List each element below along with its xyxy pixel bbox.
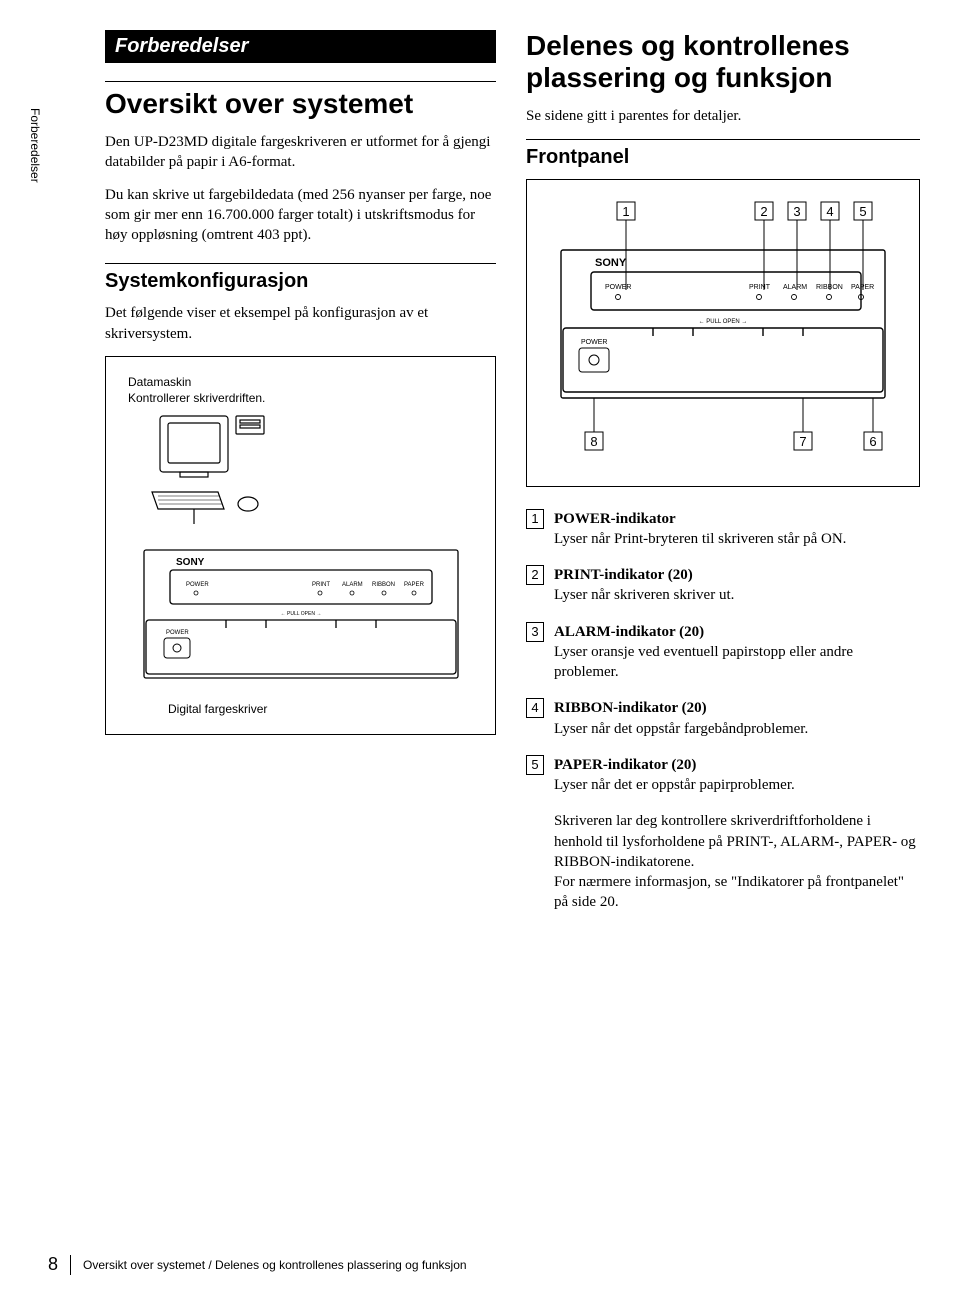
divider: [105, 81, 496, 82]
computer-icon: [150, 414, 300, 524]
callout-5: 5: [859, 204, 866, 219]
left-column: Forberedelser Oversikt over systemet Den…: [105, 30, 496, 925]
indicator-body: PRINT-indikator (20) Lyser når skriveren…: [554, 565, 920, 606]
fp-power2: POWER: [581, 339, 607, 346]
intro-paragraph-1: Den UP-D23MD digitale fargeskriveren er …: [105, 132, 496, 173]
indicator-desc: Lyser oransje ved eventuell papirstopp e…: [554, 644, 853, 680]
frontpanel-diagram: 1 2 3 4 5: [543, 200, 903, 470]
indicator-title: ALARM-indikator (20): [554, 624, 704, 640]
systemkonfig-paragraph: Det følgende viser et eksempel på konfig…: [105, 303, 496, 344]
paper-label: PAPER: [404, 582, 425, 588]
fp-alarm: ALARM: [783, 284, 807, 291]
indicator-item: 3 ALARM-indikator (20) Lyser oransje ved…: [526, 622, 920, 683]
printer-caption: Digital fargeskriver: [168, 702, 473, 716]
indicator-number: 2: [526, 565, 544, 585]
indicator-title: POWER-indikator: [554, 511, 676, 527]
callout-1: 1: [622, 204, 629, 219]
page-footer: 8 Oversikt over systemet / Delenes og ko…: [48, 1254, 467, 1275]
printer-diagram-small: SONY POWER PRINT ALARM RIBBON PAPER ← PU…: [136, 542, 466, 692]
indicator-title: PRINT-indikator (20): [554, 567, 693, 583]
frontpanel-figure: 1 2 3 4 5: [526, 179, 920, 487]
section-banner: Forberedelser: [105, 30, 496, 63]
footer-text: Oversikt over systemet / Delenes og kont…: [83, 1258, 467, 1272]
indicator-footnote: Skriveren lar deg kontrollere skriverdri…: [554, 811, 920, 912]
indicator-desc: Lyser når Print-bryteren til skriveren s…: [554, 531, 846, 547]
callout-3: 3: [793, 204, 800, 219]
ribbon-label: RIBBON: [372, 582, 395, 588]
caption-line-2: Kontrollerer skriverdriften.: [128, 391, 265, 405]
divider: [526, 139, 920, 140]
fp-print: PRINT: [749, 284, 771, 291]
indicator-desc: Lyser når det er oppstår papirproblemer.: [554, 777, 795, 793]
print-label: PRINT: [312, 582, 330, 588]
pull-open-label: ← PULL OPEN →: [280, 611, 321, 617]
indicator-number: 5: [526, 755, 544, 775]
fp-power: POWER: [605, 284, 631, 291]
page-content: Forberedelser Oversikt over systemet Den…: [105, 30, 920, 925]
fp-ribbon: RIBBON: [816, 284, 843, 291]
side-tab: Forberedelser: [28, 108, 42, 183]
indicator-body: PAPER-indikator (20) Lyser når det er op…: [554, 755, 920, 796]
heading-oversikt: Oversikt over systemet: [105, 88, 496, 120]
callout-2: 2: [760, 204, 767, 219]
right-column: Delenes og kontrollenes plassering og fu…: [526, 30, 920, 925]
indicator-title: PAPER-indikator (20): [554, 757, 696, 773]
footer-divider: [70, 1255, 71, 1275]
indicator-body: POWER-indikator Lyser når Print-bryteren…: [554, 509, 920, 550]
indicator-desc: Lyser når det oppstår fargebåndproblemer…: [554, 721, 808, 737]
fp-pull-open: ← PULL OPEN →: [699, 319, 748, 325]
heading-systemkonfig: Systemkonfigurasjon: [105, 270, 496, 293]
power-label: POWER: [186, 582, 209, 588]
heading-frontpanel: Frontpanel: [526, 146, 920, 169]
indicator-item: 1 POWER-indikator Lyser når Print-bryter…: [526, 509, 920, 550]
caption-line-1: Datamaskin: [128, 375, 191, 389]
divider: [105, 263, 496, 264]
indicator-list: 1 POWER-indikator Lyser når Print-bryter…: [526, 509, 920, 913]
power2-label: POWER: [166, 630, 189, 636]
heading-delenes: Delenes og kontrollenes plassering og fu…: [526, 30, 920, 94]
indicator-body: RIBBON-indikator (20) Lyser når det opps…: [554, 698, 920, 739]
detail-paragraph: Se sidene gitt i parentes for detaljer.: [526, 106, 920, 126]
fp-paper: PAPER: [851, 284, 874, 291]
alarm-label: ALARM: [342, 582, 363, 588]
indicator-body: ALARM-indikator (20) Lyser oransje ved e…: [554, 622, 920, 683]
brand-label: SONY: [176, 557, 205, 568]
brand-label-2: SONY: [595, 257, 627, 269]
page-number: 8: [48, 1254, 58, 1275]
callout-4: 4: [826, 204, 833, 219]
intro-paragraph-2: Du kan skrive ut fargebildedata (med 256…: [105, 185, 496, 246]
system-figure: Datamaskin Kontrollerer skriverdriften.: [105, 356, 496, 735]
callout-7: 7: [799, 434, 806, 449]
computer-caption: Datamaskin Kontrollerer skriverdriften.: [128, 375, 473, 406]
indicator-item: 4 RIBBON-indikator (20) Lyser når det op…: [526, 698, 920, 739]
indicator-desc: Lyser når skriveren skriver ut.: [554, 587, 734, 603]
indicator-item: 5 PAPER-indikator (20) Lyser når det er …: [526, 755, 920, 796]
callout-8: 8: [590, 434, 597, 449]
indicator-title: RIBBON-indikator (20): [554, 700, 707, 716]
indicator-item: 2 PRINT-indikator (20) Lyser når skriver…: [526, 565, 920, 606]
indicator-number: 4: [526, 698, 544, 718]
indicator-number: 3: [526, 622, 544, 642]
callout-6: 6: [869, 434, 876, 449]
indicator-number: 1: [526, 509, 544, 529]
